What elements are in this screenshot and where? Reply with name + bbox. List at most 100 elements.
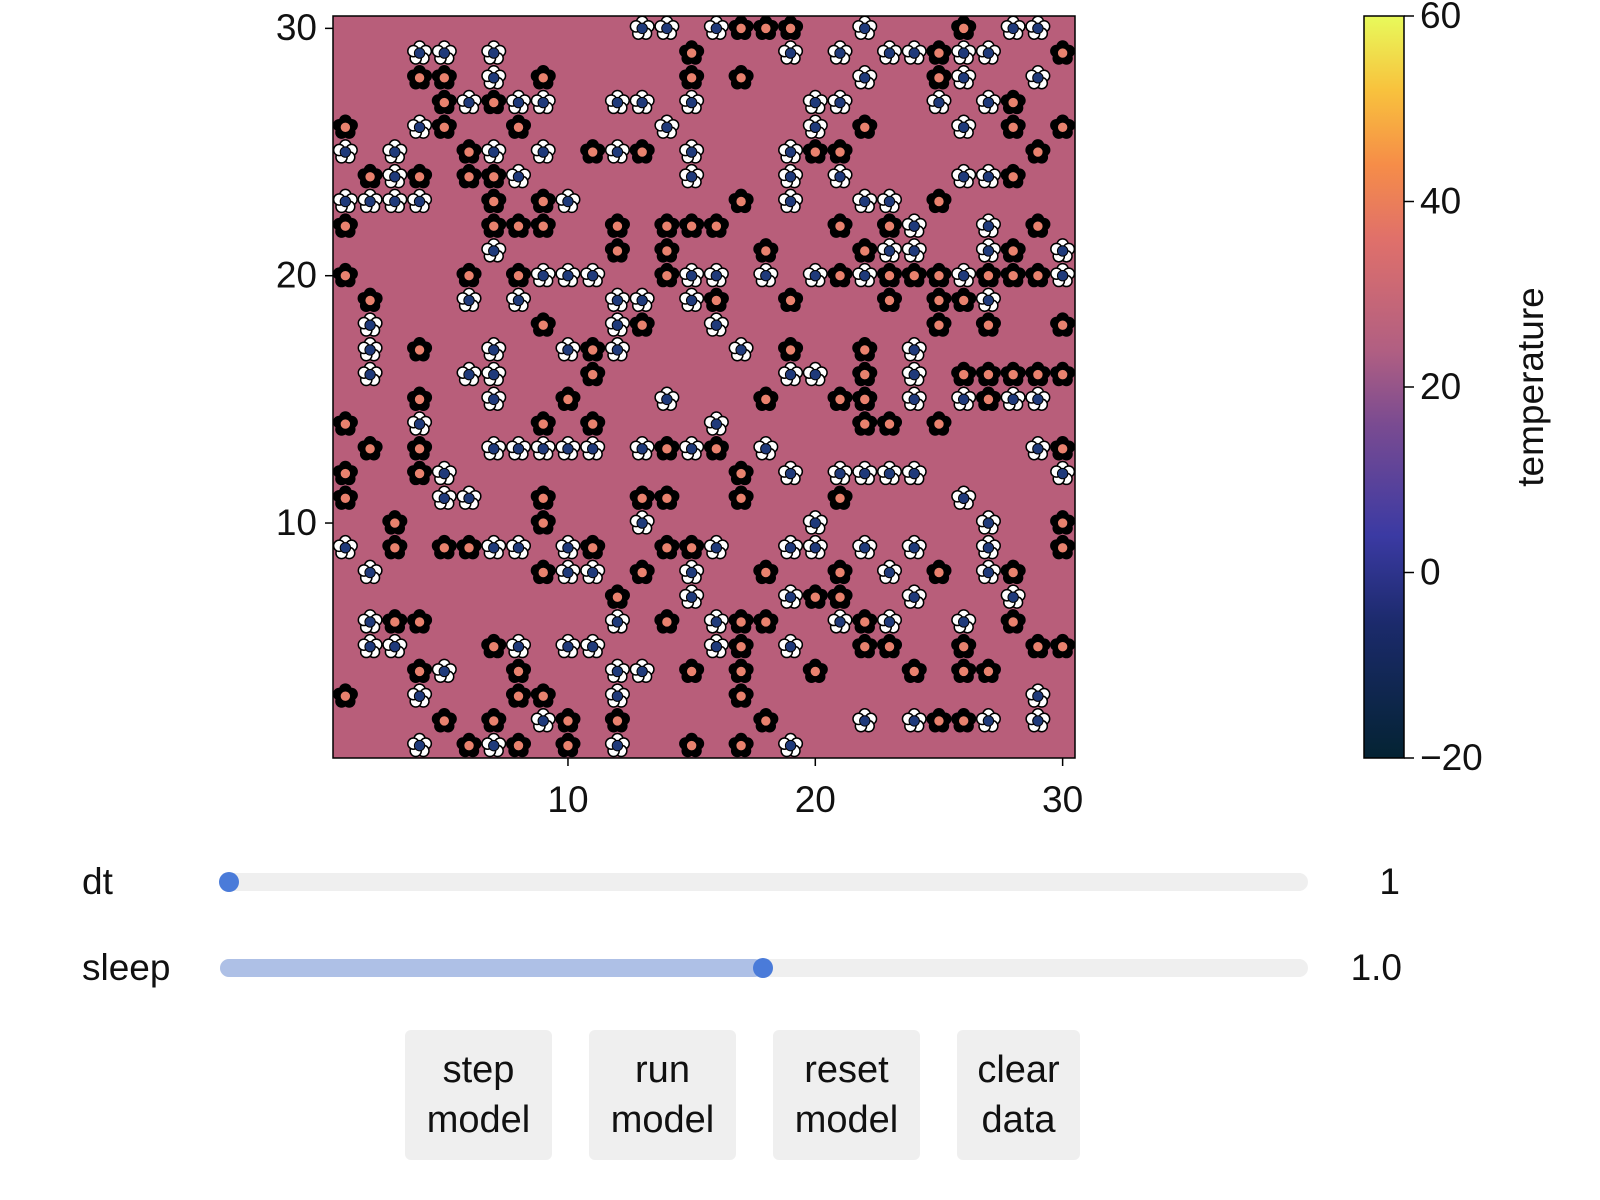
daisy	[975, 534, 1001, 560]
daisy	[481, 337, 507, 362]
daisy-center	[611, 294, 624, 307]
button[interactable]: run model	[589, 1030, 736, 1160]
daisy	[951, 64, 977, 90]
daisy	[975, 510, 1001, 535]
daisy-center	[883, 418, 896, 430]
daisy	[1050, 361, 1076, 387]
daisy-center	[488, 195, 500, 208]
daisy-center	[587, 146, 599, 158]
daisy	[456, 361, 482, 387]
daisy-center	[735, 616, 747, 628]
daisy-center	[339, 492, 352, 504]
daisy-center	[1007, 368, 1019, 381]
daisy	[679, 139, 705, 164]
daisy-center	[587, 418, 599, 430]
daisy-center	[982, 393, 995, 406]
daisy-center	[809, 542, 821, 554]
daisy-center	[859, 270, 871, 282]
daisy	[951, 15, 977, 40]
daisy-center	[933, 96, 945, 109]
daisy-center	[784, 294, 797, 307]
daisy-center	[685, 591, 698, 603]
daisy	[926, 312, 952, 337]
daisy	[827, 213, 853, 238]
daisy	[481, 732, 507, 758]
daisy-center	[389, 616, 401, 628]
slider-knob[interactable]	[753, 958, 773, 978]
daisy-center	[438, 542, 450, 554]
daisy-center	[339, 542, 352, 554]
daisy	[852, 386, 878, 411]
daisy	[407, 732, 433, 758]
daisy-center	[859, 616, 871, 628]
daisy-center	[438, 96, 450, 109]
daisy	[876, 609, 903, 634]
daisy-center	[537, 220, 549, 232]
daisy	[975, 708, 1001, 733]
daisy	[629, 287, 655, 313]
button[interactable]: reset model	[773, 1030, 920, 1160]
daisy-center	[685, 566, 698, 579]
daisy-center	[661, 121, 673, 134]
daisy-center	[958, 294, 970, 307]
daisy-center	[488, 739, 500, 752]
button[interactable]: clear data	[957, 1030, 1080, 1160]
daisy-center	[438, 72, 450, 84]
daisy	[827, 460, 853, 486]
daisy	[1000, 386, 1026, 411]
daisy-center	[735, 739, 747, 752]
daisy-center	[760, 270, 772, 282]
daisy	[1050, 510, 1076, 535]
daisy-center	[982, 96, 995, 109]
daisy	[604, 89, 630, 115]
daisy-center	[784, 591, 797, 603]
slider-track[interactable]	[220, 873, 1308, 891]
daisy	[975, 163, 1001, 189]
daisy-center	[537, 517, 549, 529]
daisy	[382, 633, 408, 659]
daisy	[679, 559, 705, 585]
button[interactable]: step model	[405, 1030, 552, 1160]
daisy-center	[512, 542, 525, 554]
daisy-center	[512, 294, 525, 307]
daisy	[357, 287, 383, 313]
slider-knob[interactable]	[219, 872, 239, 892]
daisy-center	[1056, 641, 1069, 653]
daisy	[357, 633, 383, 659]
daisy-center	[809, 517, 821, 529]
daisy-center	[537, 72, 549, 84]
daisy	[481, 139, 507, 164]
daisy	[1050, 114, 1076, 139]
daisy-center	[958, 22, 970, 35]
daisy-center	[958, 121, 970, 134]
daisy	[926, 411, 952, 436]
daisy	[382, 510, 408, 535]
daisy-center	[562, 393, 574, 406]
daisy-center	[784, 22, 797, 35]
daisy-center	[760, 715, 772, 727]
daisy-center	[537, 319, 549, 331]
daisy	[679, 163, 705, 189]
daisy-center	[908, 245, 920, 257]
daisy-center	[463, 542, 475, 554]
daisy	[827, 163, 853, 189]
daisy	[753, 262, 779, 288]
daisy-center	[1032, 270, 1044, 282]
daisy	[951, 262, 977, 288]
daisy	[481, 213, 507, 238]
daisy	[431, 485, 457, 510]
daisy	[1025, 386, 1051, 411]
daisy-center	[883, 270, 896, 282]
daisy-center	[636, 492, 648, 504]
daisy	[604, 609, 630, 634]
daisy-center	[413, 616, 426, 628]
daisy	[555, 188, 581, 214]
daisy-center	[611, 591, 624, 603]
daisy	[456, 139, 482, 164]
daisy	[407, 337, 433, 362]
daisy-center	[859, 121, 871, 134]
daisy	[951, 114, 977, 139]
daisy-center	[982, 294, 995, 307]
daisy	[332, 262, 358, 288]
daisy	[654, 485, 680, 510]
